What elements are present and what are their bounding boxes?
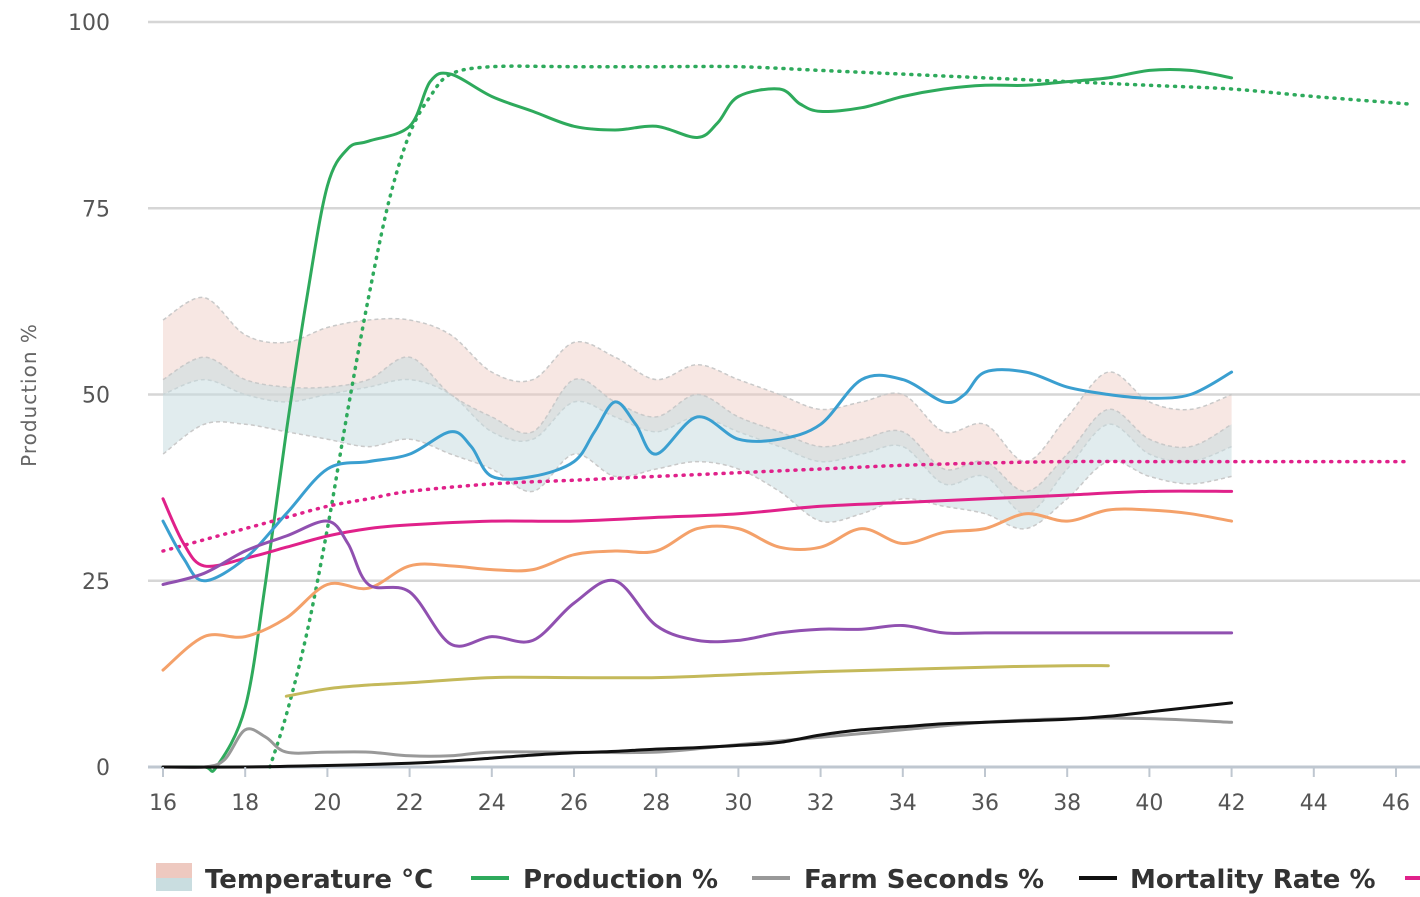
y-axis-label: Production % xyxy=(17,323,41,467)
x-tick-label: 20 xyxy=(313,791,341,816)
legend-label: Production % xyxy=(523,865,718,895)
series-lines xyxy=(161,64,1411,773)
x-tick-label: 42 xyxy=(1218,791,1246,816)
legend-label: Farm Seconds % xyxy=(804,865,1044,895)
series-line-4 xyxy=(161,489,1234,568)
series-line-2 xyxy=(161,716,1234,770)
x-tick-label: 38 xyxy=(1053,791,1081,816)
legend-label: Mortality Rate % xyxy=(1130,865,1376,895)
y-tick-label: 0 xyxy=(96,756,110,781)
temperature-bands xyxy=(162,296,1232,530)
series-line-5 xyxy=(161,459,1411,553)
x-tick-label: 44 xyxy=(1300,791,1328,816)
x-tick-label: 46 xyxy=(1382,791,1410,816)
temperature-band-edge xyxy=(162,296,1232,463)
y-tick-label: 25 xyxy=(82,570,110,595)
x-tick-label: 16 xyxy=(149,791,177,816)
x-tick-label: 26 xyxy=(560,791,588,816)
y-axis-ticks: 0 25 50 75 100 xyxy=(68,11,110,781)
series-line-6 xyxy=(161,368,1234,583)
x-tick-label: 36 xyxy=(971,791,999,816)
y-tick-label: 100 xyxy=(68,11,110,36)
y-tick-label: 50 xyxy=(82,384,110,409)
legend-swatch-band-top xyxy=(156,863,192,878)
x-tick-label: 18 xyxy=(231,791,259,816)
x-tick-label: 28 xyxy=(642,791,670,816)
series-line-8 xyxy=(161,519,1234,648)
temperature-band-1 xyxy=(163,356,1232,529)
x-tick-label: 30 xyxy=(724,791,752,816)
legend-swatch-band-bottom xyxy=(156,878,192,891)
x-tick-label: 24 xyxy=(478,791,506,816)
x-tick-label: 22 xyxy=(396,791,424,816)
temperature-band-edge xyxy=(162,421,1232,530)
x-tick-label: 32 xyxy=(807,791,835,816)
series-line-0 xyxy=(161,68,1234,773)
series-line-9 xyxy=(284,664,1110,698)
legend-label: Temperature °C xyxy=(205,865,433,895)
legend: Temperature °C Production % Farm Seconds %… xyxy=(156,863,1420,895)
y-tick-label: 75 xyxy=(82,197,110,222)
series-line-3 xyxy=(161,701,1234,769)
series-line-7 xyxy=(161,507,1234,672)
x-tick-label: 40 xyxy=(1135,791,1163,816)
temperature-band-edge xyxy=(162,356,1232,493)
x-tick-label: 34 xyxy=(889,791,917,816)
x-axis-ticks: 16 18 20 22 24 26 28 30 32 34 36 38 40 42 44 46 xyxy=(149,767,1410,816)
